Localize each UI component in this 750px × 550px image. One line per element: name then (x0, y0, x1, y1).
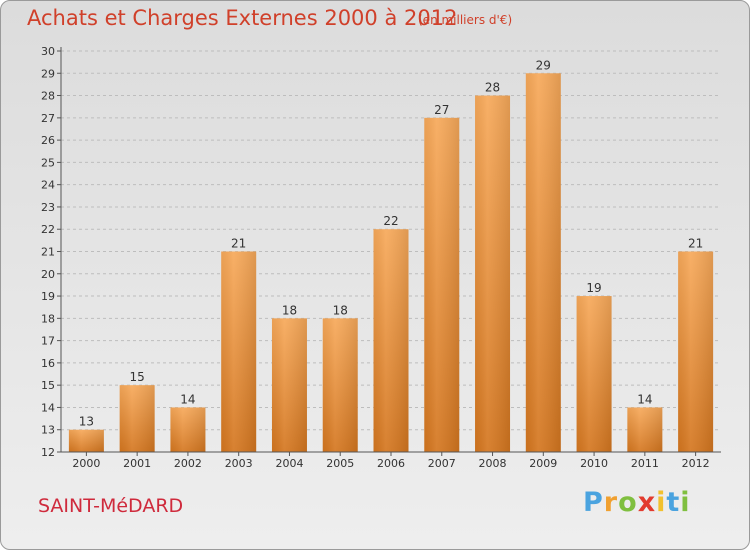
axes (57, 47, 721, 456)
data-label-2002: 14 (180, 392, 195, 406)
logo-letter: x (637, 487, 657, 518)
y-tick-label: 21 (41, 246, 55, 259)
bar-shade-2008 (475, 95, 511, 453)
y-tick-label: 25 (41, 156, 55, 169)
data-label-2012: 21 (688, 237, 703, 251)
y-tick-label: 26 (41, 134, 55, 147)
y-tick-label: 17 (41, 335, 55, 348)
y-tick-label: 18 (41, 312, 55, 325)
x-tick-label: 2004 (275, 457, 303, 470)
y-tick-label: 30 (41, 45, 55, 58)
data-label-2009: 29 (536, 58, 551, 72)
x-tick-label: 2002 (174, 457, 202, 470)
bar-shade-2007 (424, 117, 460, 452)
x-tick-label: 2011 (631, 457, 659, 470)
data-label-2003: 21 (231, 237, 246, 251)
data-label-2000: 13 (79, 415, 94, 429)
proxiti-logo: Proxiti (583, 487, 691, 518)
labels: 12 13 14 15 16 17 18 19 20 21 22 23 24 25 26 27 28 29 30 13… (41, 45, 710, 470)
bars (68, 73, 714, 453)
bar-shade-2011 (627, 407, 663, 452)
y-tick-label: 15 (41, 379, 55, 392)
bar-shade-2004 (271, 318, 307, 452)
x-tick-label: 2010 (580, 457, 608, 470)
data-label-2010: 19 (586, 281, 601, 295)
y-tick-label: 28 (41, 90, 55, 103)
bar-shade-2000 (68, 429, 104, 452)
logo-letter: i (656, 487, 667, 518)
bar-shade-2009 (525, 73, 561, 453)
data-label-2004: 18 (282, 303, 297, 317)
bar-shade-2010 (576, 296, 612, 452)
chart-title: Achats et Charges Externes 2000 à 2012 (27, 6, 458, 30)
bar-shade-2012 (678, 251, 714, 452)
data-label-2011: 14 (637, 392, 652, 406)
commune-name: SAINT-MéDARD (38, 495, 184, 517)
y-tick-label: 29 (41, 67, 55, 80)
x-tick-label: 2008 (479, 457, 507, 470)
y-tick-label: 14 (41, 401, 55, 414)
data-label-2005: 18 (333, 303, 348, 317)
logo-letter: i (680, 487, 691, 518)
x-tick-label: 2001 (123, 457, 151, 470)
data-label-2001: 15 (130, 370, 145, 384)
x-tick-label: 2000 (72, 457, 100, 470)
data-label-2007: 27 (434, 103, 449, 117)
chart-subtitle: (en milliers d'€) (418, 13, 513, 27)
x-tick-label: 2005 (326, 457, 354, 470)
logo-letter: P (583, 487, 604, 518)
logo-letter: o (618, 487, 638, 518)
x-tick-label: 2003 (225, 457, 253, 470)
y-tick-label: 27 (41, 112, 55, 125)
data-label-2008: 28 (485, 81, 500, 95)
y-tick-label: 24 (41, 179, 55, 192)
data-label-2006: 22 (383, 214, 398, 228)
x-tick-label: 2012 (682, 457, 710, 470)
y-tick-label: 23 (41, 201, 55, 214)
y-tick-label: 22 (41, 223, 55, 236)
bar-shade-2005 (322, 318, 358, 452)
bar-shade-2001 (119, 385, 155, 452)
y-tick-label: 16 (41, 357, 55, 370)
y-tick-label: 12 (41, 446, 55, 459)
bar-shade-2006 (373, 229, 409, 452)
x-tick-label: 2006 (377, 457, 405, 470)
logo-letter: r (603, 487, 619, 518)
bar-shade-2003 (221, 251, 257, 452)
x-tick-label: 2009 (529, 457, 557, 470)
logo-letter: t (666, 487, 681, 518)
y-tick-label: 19 (41, 290, 55, 303)
y-tick-label: 20 (41, 268, 55, 281)
y-tick-label: 13 (41, 424, 55, 437)
x-tick-label: 2007 (428, 457, 456, 470)
bar-shade-2002 (170, 407, 206, 452)
